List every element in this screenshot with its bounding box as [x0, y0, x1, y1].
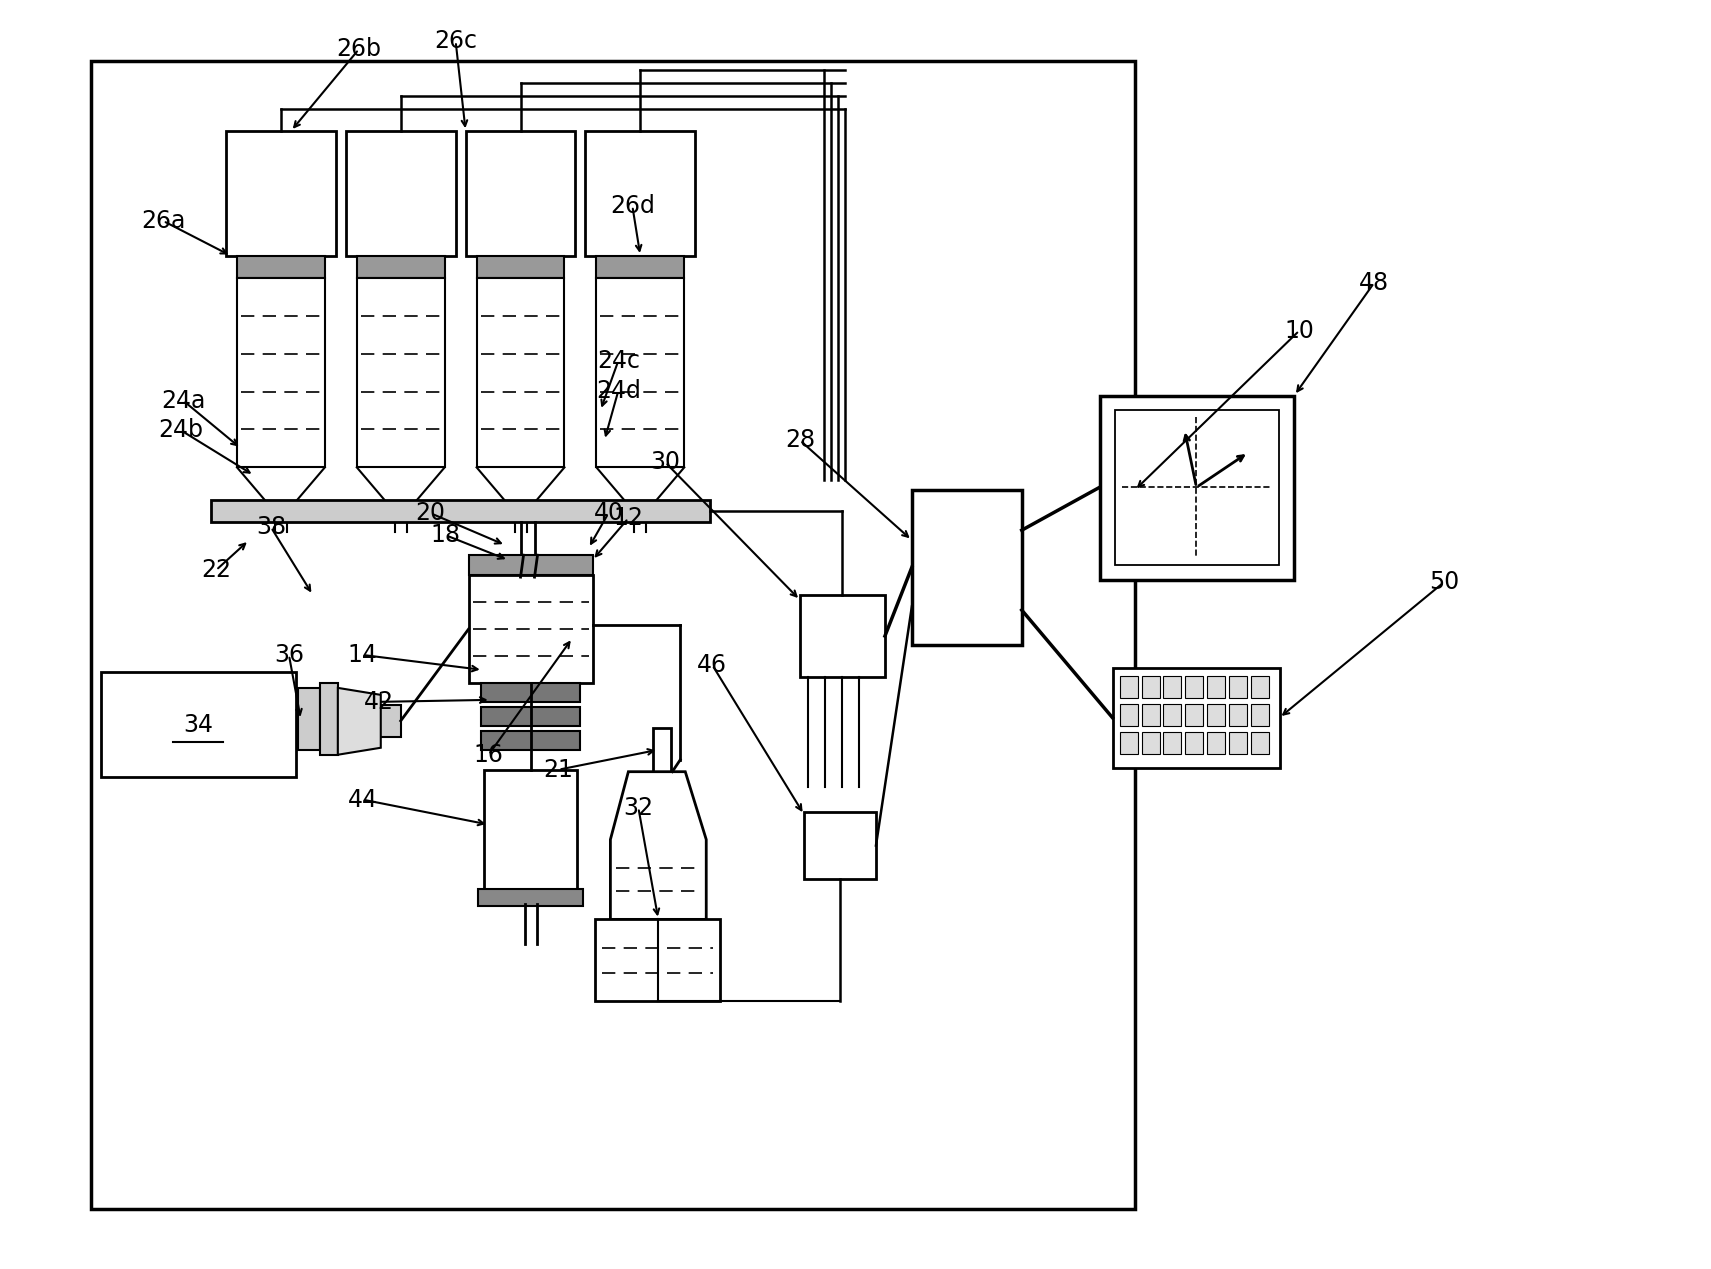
FancyBboxPatch shape [654, 728, 671, 772]
FancyBboxPatch shape [358, 256, 445, 278]
Text: 26b: 26b [337, 37, 382, 61]
FancyBboxPatch shape [378, 704, 400, 737]
Text: 40: 40 [594, 501, 623, 525]
Text: 24b: 24b [159, 419, 204, 443]
FancyBboxPatch shape [1251, 732, 1270, 754]
FancyBboxPatch shape [1230, 676, 1247, 698]
FancyBboxPatch shape [597, 256, 684, 278]
Text: 18: 18 [431, 523, 460, 547]
FancyBboxPatch shape [585, 131, 695, 256]
FancyBboxPatch shape [1163, 732, 1182, 754]
FancyBboxPatch shape [358, 278, 445, 467]
FancyBboxPatch shape [469, 575, 594, 683]
Text: 24c: 24c [597, 349, 640, 373]
FancyBboxPatch shape [477, 890, 583, 906]
Text: 26a: 26a [140, 209, 185, 233]
Text: 24a: 24a [161, 388, 205, 412]
Text: 12: 12 [614, 506, 643, 530]
FancyBboxPatch shape [1230, 732, 1247, 754]
FancyBboxPatch shape [481, 731, 580, 750]
Text: 32: 32 [623, 796, 654, 820]
FancyBboxPatch shape [1119, 676, 1138, 698]
FancyBboxPatch shape [1141, 704, 1160, 726]
FancyBboxPatch shape [298, 688, 320, 750]
FancyBboxPatch shape [238, 256, 325, 278]
FancyBboxPatch shape [595, 919, 720, 1001]
FancyBboxPatch shape [320, 683, 337, 755]
Text: 48: 48 [1359, 270, 1389, 294]
FancyBboxPatch shape [91, 61, 1134, 1209]
FancyBboxPatch shape [481, 707, 580, 726]
FancyBboxPatch shape [1186, 704, 1203, 726]
FancyBboxPatch shape [801, 595, 885, 676]
Text: 21: 21 [544, 758, 573, 782]
Text: 14: 14 [347, 643, 378, 667]
Text: 24d: 24d [595, 378, 642, 402]
FancyBboxPatch shape [804, 812, 876, 879]
FancyBboxPatch shape [481, 683, 580, 702]
FancyBboxPatch shape [101, 671, 296, 777]
FancyBboxPatch shape [1230, 704, 1247, 726]
FancyBboxPatch shape [1208, 676, 1225, 698]
FancyBboxPatch shape [477, 278, 565, 467]
FancyBboxPatch shape [469, 555, 594, 575]
Text: 26d: 26d [609, 194, 655, 218]
FancyBboxPatch shape [1251, 704, 1270, 726]
FancyBboxPatch shape [1186, 676, 1203, 698]
FancyBboxPatch shape [1186, 732, 1203, 754]
Text: 26c: 26c [435, 29, 477, 53]
FancyBboxPatch shape [912, 490, 1021, 645]
Polygon shape [337, 688, 382, 755]
Text: 20: 20 [416, 501, 445, 525]
Text: 46: 46 [698, 654, 727, 676]
FancyBboxPatch shape [1163, 704, 1182, 726]
FancyBboxPatch shape [210, 500, 710, 523]
Text: 42: 42 [364, 690, 394, 714]
FancyBboxPatch shape [1141, 676, 1160, 698]
Text: 50: 50 [1429, 570, 1459, 594]
FancyBboxPatch shape [1208, 732, 1225, 754]
FancyBboxPatch shape [1119, 732, 1138, 754]
FancyBboxPatch shape [1114, 410, 1280, 565]
Text: 16: 16 [474, 742, 503, 766]
Text: 30: 30 [650, 450, 681, 475]
FancyBboxPatch shape [238, 278, 325, 467]
Text: 22: 22 [200, 558, 231, 582]
FancyBboxPatch shape [1100, 396, 1294, 580]
FancyBboxPatch shape [1112, 667, 1280, 768]
FancyBboxPatch shape [1141, 732, 1160, 754]
Text: 38: 38 [257, 515, 286, 539]
Text: 36: 36 [274, 643, 305, 667]
FancyBboxPatch shape [1119, 704, 1138, 726]
FancyBboxPatch shape [484, 770, 577, 905]
FancyBboxPatch shape [346, 131, 455, 256]
Polygon shape [611, 772, 707, 919]
FancyBboxPatch shape [1208, 704, 1225, 726]
FancyBboxPatch shape [1163, 676, 1182, 698]
Text: 10: 10 [1285, 319, 1314, 343]
FancyBboxPatch shape [465, 131, 575, 256]
FancyBboxPatch shape [597, 278, 684, 467]
Text: 44: 44 [347, 788, 378, 812]
FancyBboxPatch shape [1251, 676, 1270, 698]
Text: 28: 28 [785, 429, 814, 453]
FancyBboxPatch shape [477, 256, 565, 278]
FancyBboxPatch shape [226, 131, 335, 256]
Text: 34: 34 [183, 713, 214, 737]
